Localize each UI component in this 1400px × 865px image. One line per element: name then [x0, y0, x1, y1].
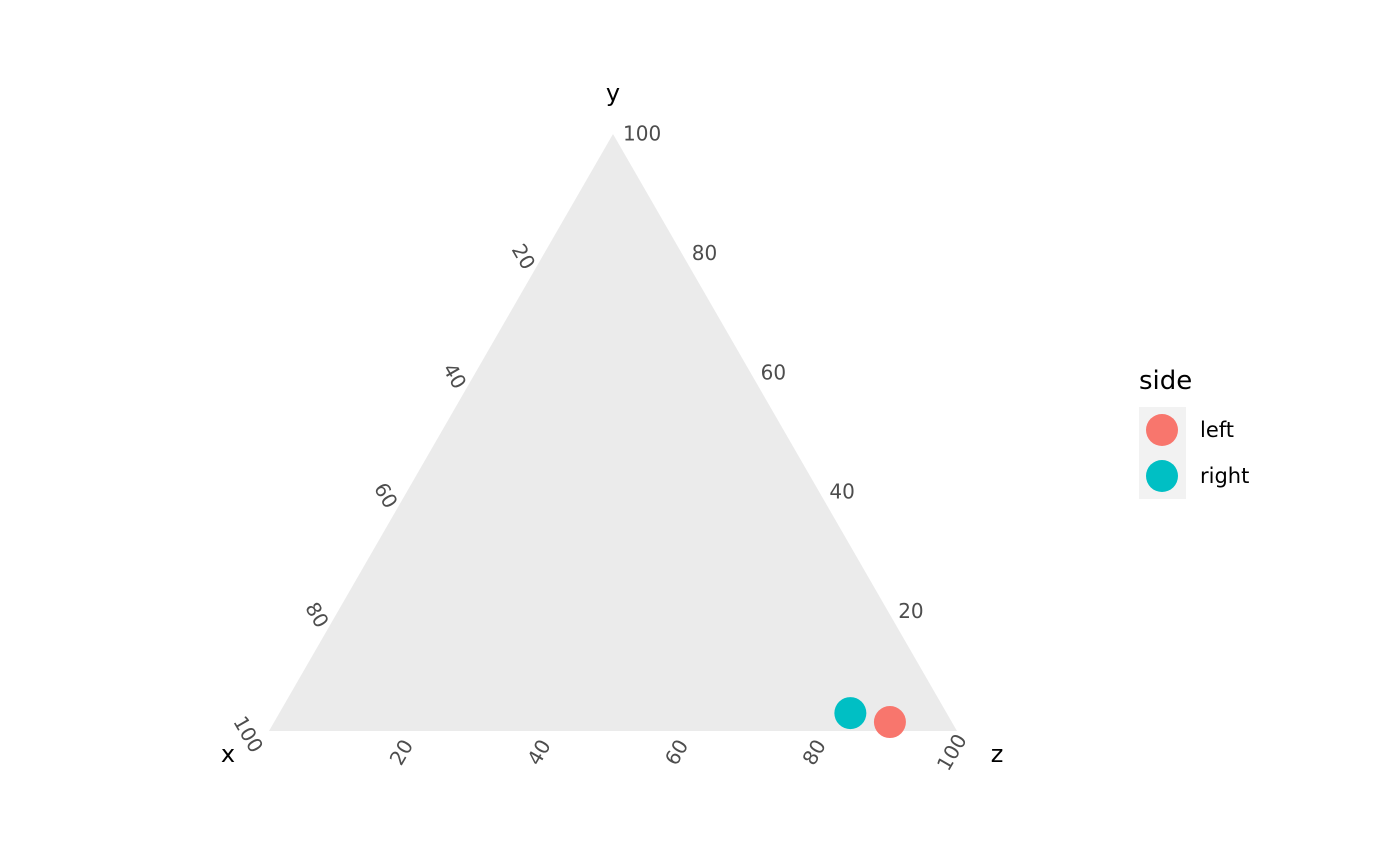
- data-points: [834, 697, 906, 739]
- tick-label-y: 80: [692, 241, 717, 265]
- axis-label-z: z: [991, 740, 1004, 768]
- legend-label-right: right: [1200, 464, 1249, 488]
- axis-label-x: x: [221, 740, 235, 768]
- legend-label-left: left: [1200, 418, 1234, 442]
- tick-label-x: 40: [438, 359, 472, 393]
- tick-label-z: 100: [932, 730, 972, 775]
- tick-label-y: 40: [829, 480, 854, 504]
- tick-label-z: 40: [522, 735, 556, 769]
- right-axis-ticks: 20 40 60 80 100: [623, 122, 924, 624]
- tick-label-x: 60: [369, 478, 403, 512]
- legend-title: side: [1139, 366, 1192, 396]
- legend-key-left: [1146, 414, 1178, 446]
- plot-panel: [269, 134, 957, 731]
- tick-label-z: 20: [385, 735, 419, 769]
- point-right: [834, 697, 867, 730]
- axis-label-y: y: [606, 79, 620, 107]
- tick-label-x: 20: [507, 240, 541, 274]
- tick-label-z: 60: [660, 735, 694, 769]
- legend: side left right: [1139, 366, 1249, 499]
- legend-key-right: [1146, 460, 1178, 492]
- point-left: [873, 706, 906, 739]
- tick-label-y: 60: [761, 360, 786, 384]
- tick-label-y: 20: [898, 599, 923, 623]
- tick-label-z: 80: [797, 735, 831, 769]
- tick-label-y: 100: [623, 122, 661, 146]
- tick-label-x: 80: [300, 598, 334, 632]
